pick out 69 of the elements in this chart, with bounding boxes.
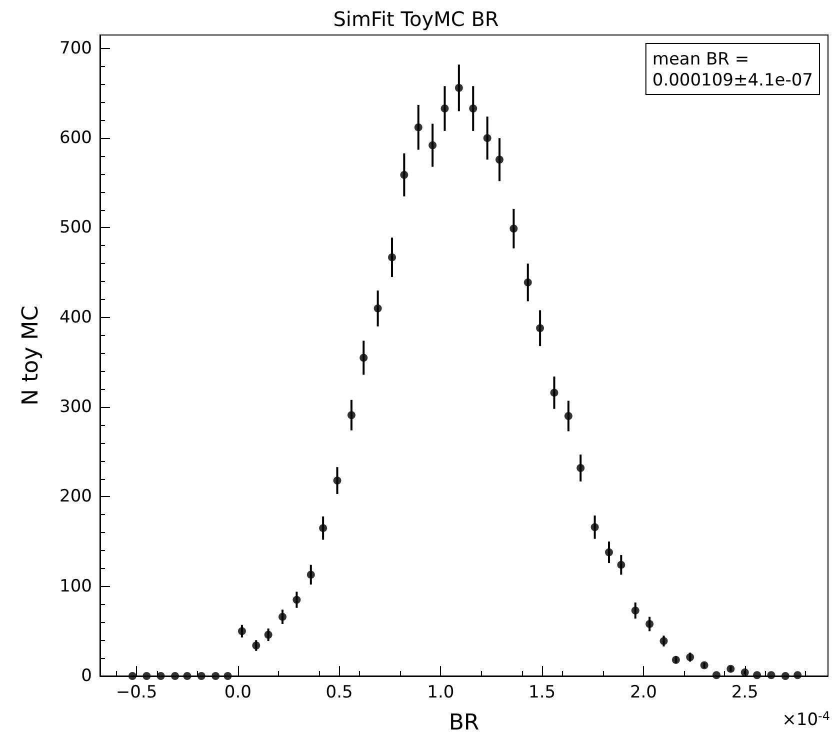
point <box>510 224 518 233</box>
y-tick-label: 700 <box>60 38 92 58</box>
point <box>753 671 762 680</box>
point <box>524 278 532 286</box>
point <box>292 596 301 604</box>
point <box>264 630 272 639</box>
point <box>252 642 260 650</box>
point <box>712 671 720 680</box>
point <box>278 612 287 621</box>
point <box>617 560 626 569</box>
x-tick-label: 0.5 <box>326 682 353 702</box>
point <box>212 672 220 680</box>
x-tick-label: 1.5 <box>528 682 556 702</box>
point <box>306 570 315 579</box>
point <box>686 653 694 662</box>
y-axis-title: N toy MC <box>18 306 44 406</box>
point <box>197 672 206 680</box>
point <box>672 656 680 664</box>
x-tick-label: −0.5 <box>116 682 158 702</box>
point <box>224 672 232 680</box>
y-tick-label: 100 <box>60 576 92 596</box>
point <box>550 388 558 397</box>
y-tick-label: 500 <box>60 218 92 238</box>
point <box>605 548 613 556</box>
point <box>414 123 422 132</box>
point <box>495 156 504 164</box>
point <box>183 672 192 680</box>
point <box>400 170 408 179</box>
x-axis-title: BR <box>448 710 480 736</box>
point <box>631 606 640 615</box>
point <box>360 354 368 362</box>
point <box>238 627 246 636</box>
point <box>781 672 790 680</box>
point <box>128 672 136 680</box>
annotation: mean BR = 0.000109±4.1e-07 <box>652 50 814 90</box>
point <box>440 104 449 113</box>
point <box>142 672 151 680</box>
point <box>576 464 585 472</box>
y-tick-label: 600 <box>60 128 92 148</box>
x-tick-label: 2.5 <box>731 682 758 702</box>
point <box>388 253 396 262</box>
point <box>333 476 342 485</box>
point <box>700 661 708 670</box>
x-tick-label: 2.0 <box>630 682 657 702</box>
point <box>767 671 776 680</box>
y-tick-label: 0 <box>81 666 92 686</box>
point <box>347 411 356 420</box>
point <box>171 672 180 680</box>
y-tick-label: 200 <box>60 486 92 507</box>
point <box>660 637 668 646</box>
chart-title: SimFit ToyMC BR <box>333 7 499 31</box>
point <box>469 104 478 113</box>
y-tick-label: 400 <box>60 307 92 328</box>
x-tick-label: 1.0 <box>427 682 454 702</box>
point <box>428 141 437 150</box>
y-tick-label: 300 <box>60 397 92 418</box>
point <box>156 672 165 680</box>
point <box>740 668 749 676</box>
point <box>454 84 463 92</box>
x-tick-label: 0.0 <box>224 682 252 702</box>
point <box>536 324 544 332</box>
point <box>564 412 572 420</box>
point <box>590 523 599 532</box>
point <box>374 304 382 312</box>
point <box>794 671 802 680</box>
point <box>726 664 735 673</box>
point <box>319 524 328 532</box>
point <box>483 134 492 142</box>
point <box>646 620 654 628</box>
